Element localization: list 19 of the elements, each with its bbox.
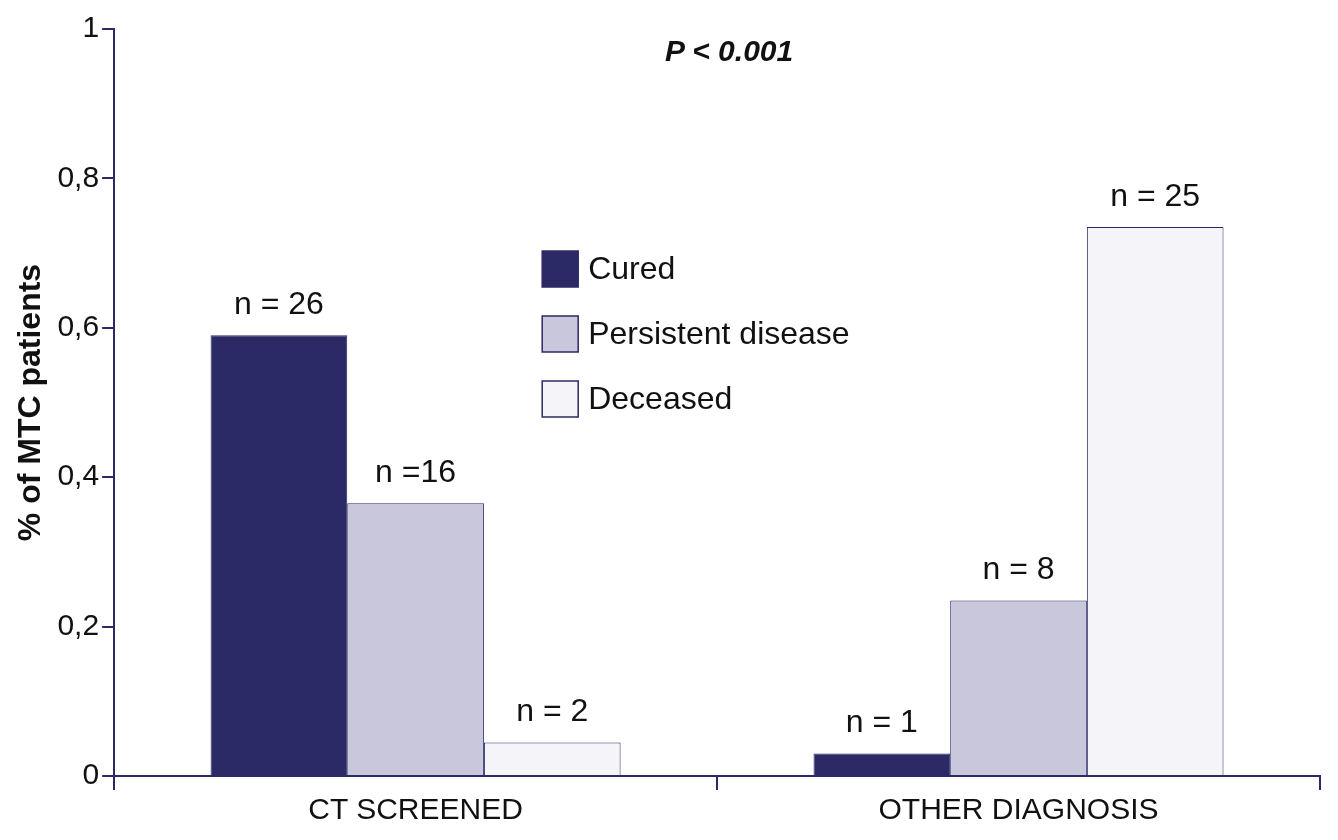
y-tick-label: 0: [82, 757, 100, 791]
x-tick-label: CT SCREENED: [308, 792, 523, 826]
y-tick-label: 0,6: [57, 309, 100, 343]
y-axis-title: % of MTC patients: [11, 263, 48, 542]
annotation: n =16: [375, 453, 457, 490]
annotation: n = 1: [845, 703, 918, 740]
legend-label: Persistent disease: [588, 314, 850, 351]
y-tick-label: 0,4: [57, 458, 100, 492]
annotation: n = 26: [233, 285, 324, 322]
annotation: P < 0.001: [665, 34, 794, 68]
annotation: n = 25: [1110, 176, 1201, 213]
y-tick-label: 0,2: [57, 607, 100, 641]
y-tick-label: 0,8: [57, 159, 100, 193]
x-tick-label: OTHER DIAGNOSIS: [878, 792, 1159, 826]
legend-label: Cured: [588, 249, 676, 286]
annotation: n = 2: [516, 692, 589, 729]
legend-label: Deceased: [588, 379, 733, 416]
annotation: n = 8: [982, 550, 1055, 587]
y-tick-label: 1: [82, 10, 100, 44]
